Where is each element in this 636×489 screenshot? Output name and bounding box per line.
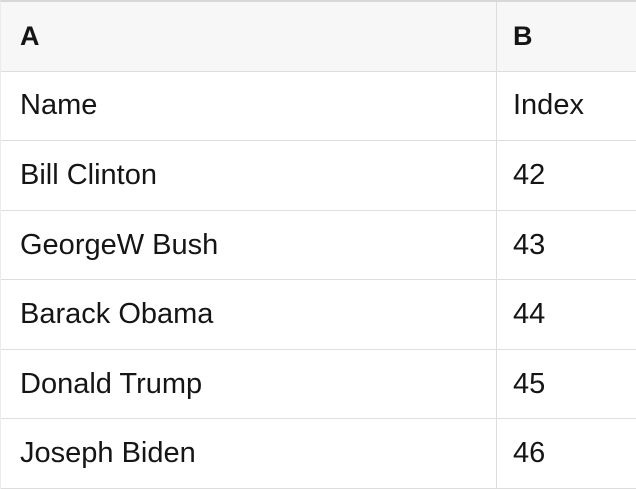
cell-B1-value: Index bbox=[513, 89, 584, 122]
column-header-B[interactable]: B bbox=[497, 2, 636, 72]
cell-A2-value: Bill Clinton bbox=[20, 158, 157, 191]
cell-A6[interactable]: Joseph Biden bbox=[1, 419, 497, 489]
column-header-row: A B bbox=[1, 2, 636, 72]
table-row: Joseph Biden 46 bbox=[1, 419, 636, 489]
cell-B3[interactable]: 43 bbox=[497, 210, 636, 281]
cell-B4[interactable]: 44 bbox=[497, 280, 636, 350]
cell-A5-value: Donald Trump bbox=[20, 367, 203, 400]
table-row: GeorgeW Bush 43 bbox=[1, 210, 636, 281]
cell-B6[interactable]: 46 bbox=[497, 419, 636, 489]
cell-B3-value: 43 bbox=[513, 228, 546, 261]
cell-B2-value: 42 bbox=[513, 158, 546, 191]
cell-A4-value: Barack Obama bbox=[20, 298, 214, 331]
cell-A1-value: Name bbox=[20, 89, 98, 122]
cell-B5[interactable]: 45 bbox=[497, 349, 636, 420]
cell-A2[interactable]: Bill Clinton bbox=[1, 141, 497, 211]
cell-A1[interactable]: Name bbox=[1, 71, 497, 142]
cell-B1[interactable]: Index bbox=[497, 71, 636, 142]
cell-A6-value: Joseph Biden bbox=[20, 437, 196, 470]
table-row: Bill Clinton 42 bbox=[1, 141, 636, 211]
column-header-A-label: A bbox=[20, 20, 40, 51]
column-header-B-label: B bbox=[513, 20, 533, 51]
cell-A4[interactable]: Barack Obama bbox=[1, 280, 497, 350]
table-row: Donald Trump 45 bbox=[1, 349, 636, 420]
column-header-A[interactable]: A bbox=[1, 2, 497, 72]
cell-B4-value: 44 bbox=[513, 298, 546, 331]
cell-A3-value: GeorgeW Bush bbox=[20, 228, 219, 261]
cell-B5-value: 45 bbox=[513, 367, 546, 400]
cell-A3[interactable]: GeorgeW Bush bbox=[1, 210, 497, 281]
table-row: Barack Obama 44 bbox=[1, 280, 636, 350]
cell-B6-value: 46 bbox=[513, 437, 546, 470]
table-row: Name Index bbox=[1, 71, 636, 142]
cell-B2[interactable]: 42 bbox=[497, 141, 636, 211]
cell-A5[interactable]: Donald Trump bbox=[1, 349, 497, 420]
